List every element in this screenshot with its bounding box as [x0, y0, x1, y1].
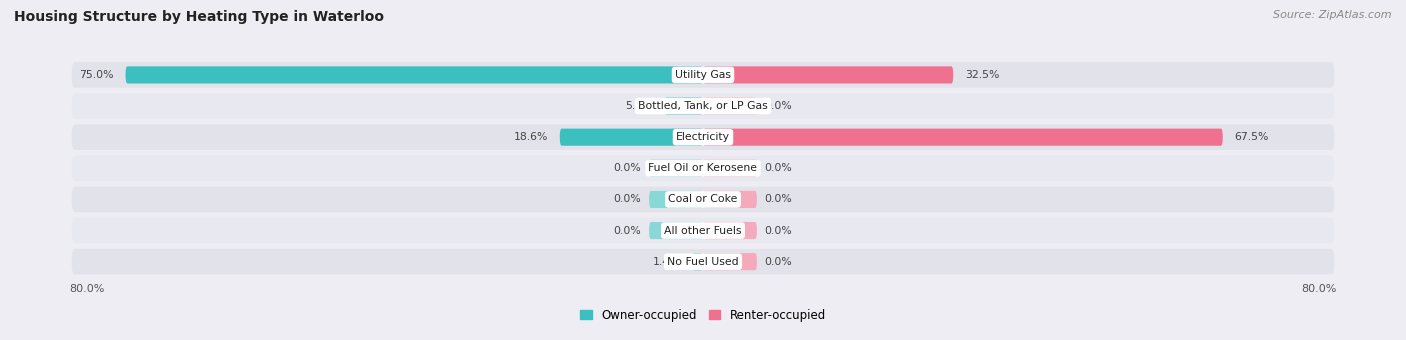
FancyBboxPatch shape [72, 187, 1334, 212]
FancyBboxPatch shape [692, 253, 703, 270]
Text: Fuel Oil or Kerosene: Fuel Oil or Kerosene [648, 163, 758, 173]
Text: 0.0%: 0.0% [613, 225, 641, 236]
Text: 0.0%: 0.0% [765, 194, 793, 204]
Text: Bottled, Tank, or LP Gas: Bottled, Tank, or LP Gas [638, 101, 768, 111]
Text: 18.6%: 18.6% [513, 132, 548, 142]
Text: 0.0%: 0.0% [613, 163, 641, 173]
Text: 0.0%: 0.0% [613, 194, 641, 204]
FancyBboxPatch shape [72, 62, 1334, 88]
Text: 32.5%: 32.5% [965, 70, 1000, 80]
Legend: Owner-occupied, Renter-occupied: Owner-occupied, Renter-occupied [579, 308, 827, 322]
FancyBboxPatch shape [703, 253, 756, 270]
FancyBboxPatch shape [703, 98, 756, 115]
Text: 5.0%: 5.0% [626, 101, 652, 111]
FancyBboxPatch shape [703, 129, 1223, 146]
FancyBboxPatch shape [72, 93, 1334, 119]
Text: 67.5%: 67.5% [1234, 132, 1268, 142]
Text: Electricity: Electricity [676, 132, 730, 142]
Text: 0.0%: 0.0% [765, 257, 793, 267]
FancyBboxPatch shape [650, 222, 703, 239]
FancyBboxPatch shape [665, 98, 703, 115]
FancyBboxPatch shape [560, 129, 703, 146]
FancyBboxPatch shape [650, 191, 703, 208]
Text: 0.0%: 0.0% [765, 101, 793, 111]
FancyBboxPatch shape [72, 155, 1334, 181]
Text: 0.0%: 0.0% [765, 163, 793, 173]
Text: Source: ZipAtlas.com: Source: ZipAtlas.com [1274, 10, 1392, 20]
Text: 1.4%: 1.4% [654, 257, 681, 267]
Text: 75.0%: 75.0% [80, 70, 114, 80]
FancyBboxPatch shape [125, 66, 703, 84]
Text: Utility Gas: Utility Gas [675, 70, 731, 80]
Text: Coal or Coke: Coal or Coke [668, 194, 738, 204]
FancyBboxPatch shape [703, 160, 756, 177]
FancyBboxPatch shape [650, 160, 703, 177]
Text: Housing Structure by Heating Type in Waterloo: Housing Structure by Heating Type in Wat… [14, 10, 384, 24]
FancyBboxPatch shape [72, 124, 1334, 150]
Text: No Fuel Used: No Fuel Used [668, 257, 738, 267]
Text: All other Fuels: All other Fuels [664, 225, 742, 236]
FancyBboxPatch shape [72, 249, 1334, 274]
FancyBboxPatch shape [72, 218, 1334, 243]
FancyBboxPatch shape [703, 222, 756, 239]
FancyBboxPatch shape [703, 66, 953, 84]
Text: 0.0%: 0.0% [765, 225, 793, 236]
FancyBboxPatch shape [703, 191, 756, 208]
